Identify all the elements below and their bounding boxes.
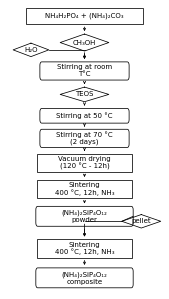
Text: Sintering
400 °C, 12h, NH₃: Sintering 400 °C, 12h, NH₃ xyxy=(55,182,114,196)
Text: TEOS: TEOS xyxy=(75,91,94,97)
Text: CH₃OH: CH₃OH xyxy=(73,39,96,45)
FancyBboxPatch shape xyxy=(40,62,129,80)
Text: (NH₄)₂SiP₄O₁₂
powder: (NH₄)₂SiP₄O₁₂ powder xyxy=(62,210,107,223)
Text: Vacuum drying
(120 °C - 12h): Vacuum drying (120 °C - 12h) xyxy=(58,155,111,170)
Text: H₂O: H₂O xyxy=(24,47,38,53)
Text: (NH₄)₂SiP₄O₁₂
composite: (NH₄)₂SiP₄O₁₂ composite xyxy=(62,271,107,285)
FancyBboxPatch shape xyxy=(36,206,133,226)
Bar xyxy=(38,154,131,172)
Bar xyxy=(38,239,131,258)
FancyBboxPatch shape xyxy=(40,109,129,123)
Polygon shape xyxy=(122,215,161,228)
Polygon shape xyxy=(60,87,109,102)
Text: pellet: pellet xyxy=(131,218,151,224)
Text: Stirring at room
T°C: Stirring at room T°C xyxy=(57,65,112,77)
Text: Stirring at 50 °C: Stirring at 50 °C xyxy=(56,112,113,119)
Polygon shape xyxy=(13,43,49,57)
Text: NH₄H₂PO₄ + (NH₄)₂CO₃: NH₄H₂PO₄ + (NH₄)₂CO₃ xyxy=(45,13,124,19)
Text: Stirring at 70 °C
(2 days): Stirring at 70 °C (2 days) xyxy=(56,131,113,146)
FancyBboxPatch shape xyxy=(40,129,129,147)
Bar xyxy=(26,8,143,24)
Bar xyxy=(38,180,131,198)
Polygon shape xyxy=(60,34,109,51)
Text: Sintering
400 °C, 12h, NH₃: Sintering 400 °C, 12h, NH₃ xyxy=(55,242,114,255)
FancyBboxPatch shape xyxy=(36,268,133,288)
